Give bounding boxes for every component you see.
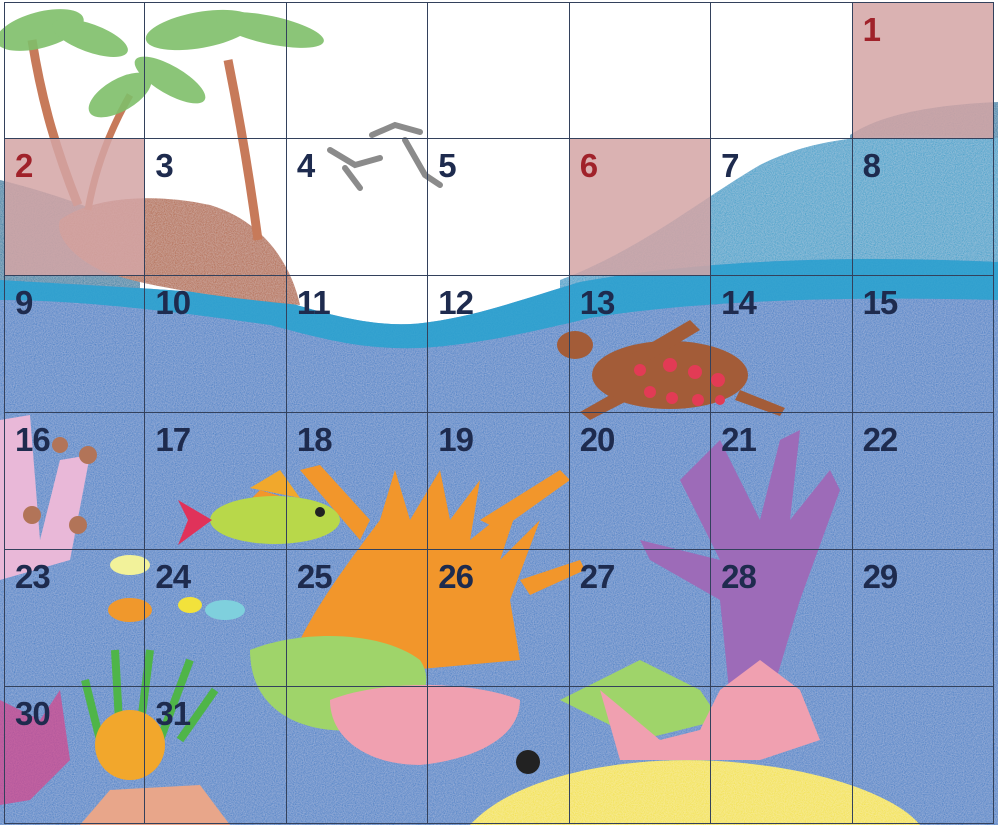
day-number: 15 [862,284,899,321]
magenta-coral [0,690,70,805]
day-number: 3 [155,147,173,184]
day-number: 12 [438,284,474,321]
day-number: 30 [15,695,51,732]
day-cell-3[interactable]: 3 [145,139,287,276]
empty-cell [286,2,429,139]
day-cell-7[interactable]: 7 [711,139,853,276]
day-number: 17 [155,421,191,458]
day-number: 29 [862,558,899,595]
day-number: 9 [15,284,33,321]
day-number: 25 [296,558,333,595]
palm-leaves [0,9,324,118]
day-number: 10 [155,284,191,321]
rock [80,785,230,825]
orange-coral [250,465,585,680]
day-cell-13[interactable]: 13 [569,276,712,413]
orange-sponge [95,710,165,780]
day-number: 6 [579,147,598,184]
day-number: 19 [438,421,474,458]
day-cell-20[interactable]: 20 [569,413,712,550]
day-cell-31[interactable]: 31 [145,687,287,824]
day-number: 1 [862,11,881,48]
day-number: 27 [579,558,616,595]
day-cell-17[interactable]: 17 [145,413,287,550]
day-cell-25[interactable]: 25 [286,550,429,687]
day-cell-12[interactable]: 12 [428,276,570,413]
day-cell-5[interactable]: 5 [428,139,570,276]
day-cell-21[interactable]: 21 [711,413,853,550]
day-cell-27[interactable]: 27 [569,550,712,687]
empty-cell [569,687,712,824]
day-number: 4 [296,147,315,184]
day-number: 23 [15,558,51,595]
day-number: 5 [438,147,456,184]
day-number: 14 [721,284,757,321]
day-cell-18[interactable]: 18 [286,413,429,550]
sand [470,760,920,825]
day-number: 8 [862,147,881,184]
day-cell-19[interactable]: 19 [428,413,570,550]
day-cell-1[interactable]: 1 [852,2,994,139]
palm-trunk-right [223,59,263,241]
day-number: 7 [721,147,739,184]
empty-cell [428,687,570,824]
day-cell-26[interactable]: 26 [428,550,570,687]
birds [327,121,443,191]
day-cell-22[interactable]: 22 [852,413,994,550]
day-number: 16 [15,421,51,458]
day-number: 11 [296,284,331,321]
empty-cell [852,687,994,824]
pink-coral-bottom [330,660,820,765]
day-cell-23[interactable]: 23 [4,550,146,687]
small-fish [108,555,245,622]
day-cell-8[interactable]: 8 [852,139,994,276]
day-number: 26 [438,558,474,595]
day-cell-6[interactable]: 6 [569,139,712,276]
day-cell-11[interactable]: 11 [286,276,429,413]
green-fish [178,470,340,545]
day-number: 13 [579,284,616,321]
day-cell-4[interactable]: 4 [286,139,429,276]
day-number: 20 [579,421,616,458]
day-number: 28 [721,558,757,595]
day-number: 21 [721,421,757,458]
day-cell-10[interactable]: 10 [145,276,287,413]
day-number: 2 [15,147,33,184]
empty-cell [4,2,146,139]
day-cell-30[interactable]: 30 [4,687,146,824]
calendar-grid: 1 2 3 4 5 6 7 8 9 10 11 12 13 14 15 16 17 18 19 20 21 22 23 24 2… [4,2,994,824]
empty-cell [569,2,712,139]
sea-urchin [516,750,540,774]
pink-coral-left [0,415,97,580]
sea-turtle [557,320,785,420]
day-cell-29[interactable]: 29 [852,550,994,687]
empty-cell [711,687,853,824]
day-number: 31 [155,695,191,732]
wave-crest [0,259,998,349]
day-cell-15[interactable]: 15 [852,276,994,413]
day-cell-14[interactable]: 14 [711,276,853,413]
day-cell-24[interactable]: 24 [145,550,287,687]
day-cell-9[interactable]: 9 [4,276,146,413]
empty-cell [711,2,853,139]
day-cell-16[interactable]: 16 [4,413,146,550]
purple-coral [640,430,840,700]
empty-cell [428,2,570,139]
empty-cell [286,687,429,824]
day-number: 22 [862,421,899,458]
day-cell-28[interactable]: 28 [711,550,853,687]
day-cell-2[interactable]: 2 [4,139,146,276]
day-number: 24 [155,558,191,595]
day-number: 18 [296,421,333,458]
empty-cell [145,2,287,139]
